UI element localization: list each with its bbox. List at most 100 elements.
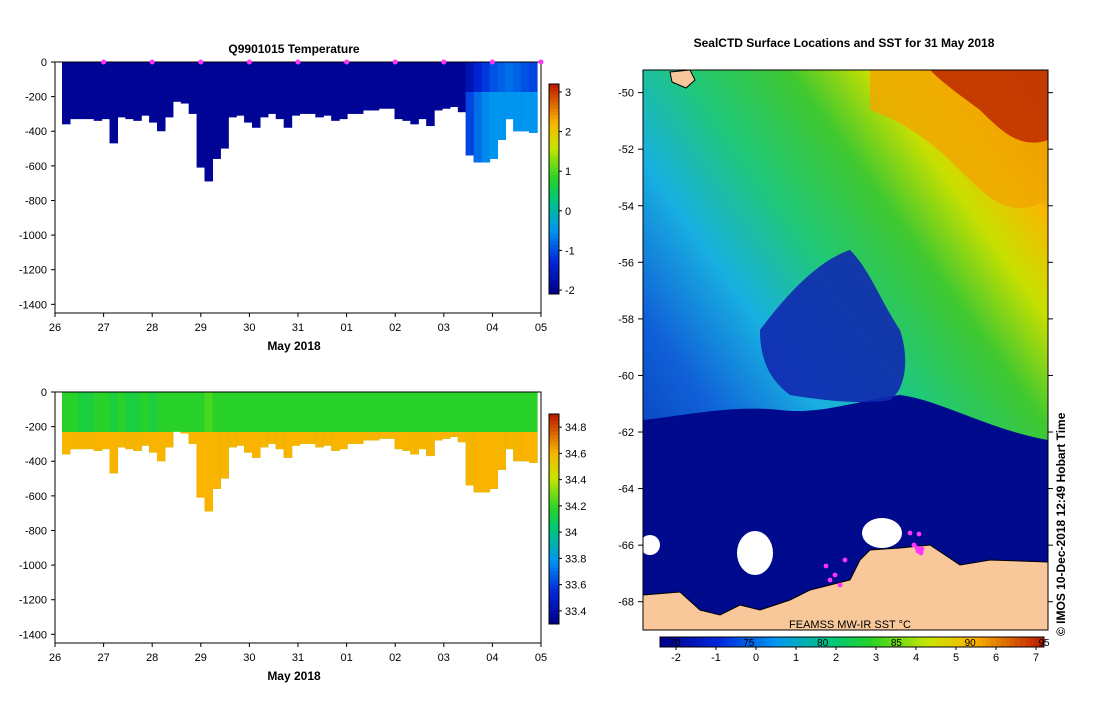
profile-cell [283, 62, 293, 128]
map-colorbar-swatch [660, 637, 666, 647]
profile-cell [442, 392, 451, 439]
colorbar-swatch [549, 290, 559, 295]
map-colorbar-swatch [972, 637, 978, 647]
colorbar-tick-label: 3 [565, 87, 571, 99]
profile-cell [521, 392, 530, 462]
map-y-tick-label: -58 [618, 314, 634, 326]
map-colorbar-swatch [712, 637, 719, 647]
colorbar-swatch [549, 171, 559, 176]
profile-cell [402, 62, 411, 121]
seal-ctd-location [911, 542, 917, 548]
colorbar-swatch [549, 463, 559, 467]
map-colorbar-swatch [780, 637, 786, 647]
profile-cell [149, 62, 158, 123]
profile-cell [497, 392, 506, 470]
colorbar-swatch [549, 557, 559, 562]
colorbar-tick-label: 33.6 [565, 580, 586, 592]
colorbar-swatch [549, 589, 559, 593]
imos-credit: © IMOS 10-Dec-2018 12:49 Hobart Time [1054, 412, 1068, 636]
profile-cell [62, 392, 71, 455]
colorbar-swatch [549, 603, 559, 607]
map-colorbar-swatch [775, 637, 781, 647]
profile-deep-cell [228, 432, 237, 448]
profile-cell [283, 392, 293, 458]
seal-ctd-locations [823, 530, 925, 588]
colorbar-swatch [549, 568, 559, 572]
colorbar-swatch [549, 459, 559, 464]
map-colorbar-swatch [991, 637, 997, 647]
profile-cell [354, 392, 364, 444]
map-colorbar-swatch [919, 637, 925, 647]
profile-cell [180, 392, 190, 434]
colorbar-swatch [549, 456, 559, 460]
colorbar-swatch [549, 108, 559, 113]
seal-ctd-location [918, 550, 924, 556]
profile-cell [267, 392, 277, 444]
map-colorbar-swatch [1010, 637, 1016, 647]
profile-cell [172, 62, 182, 102]
colorbar-swatch [549, 522, 559, 527]
profile-deep-cell [180, 432, 190, 434]
station-marker [295, 59, 301, 65]
profile-deep-cell [101, 432, 111, 450]
colorbar-tick-label: 34.6 [565, 448, 586, 460]
x-tick-label: 31 [292, 652, 304, 664]
profile-cell [347, 392, 356, 444]
colorbar-swatch [549, 533, 559, 537]
y-tick-label: -800 [25, 195, 47, 207]
map-colorbar-swatch [1015, 637, 1021, 647]
colorbar-swatch [549, 414, 559, 418]
x-tick-label: 29 [195, 652, 207, 664]
profile-deep-cell [513, 92, 522, 132]
profile-deep-cell [157, 432, 166, 462]
colorbar-swatch [549, 515, 559, 520]
x-tick-label: 05 [535, 322, 547, 334]
y-tick-label: -1400 [19, 629, 47, 641]
profile-deep-cell [378, 432, 388, 439]
colorbar-swatch [549, 484, 559, 488]
profile-deep-cell [410, 432, 419, 455]
colorbar-swatch [549, 168, 559, 172]
colorbar-swatch [549, 428, 559, 432]
colorbar-swatch [549, 203, 559, 207]
profile-deep-cell [69, 432, 79, 450]
y-tick-label: -1000 [19, 230, 47, 242]
profile-cell [275, 62, 285, 120]
profile-deep-cell [283, 432, 293, 458]
station-marker [198, 59, 204, 65]
map-colorbar-swatch [732, 637, 738, 647]
colorbar-swatch [549, 161, 559, 165]
map-colorbar-secondary-label: 85 [891, 638, 903, 649]
map-colorbar-swatch [684, 637, 690, 647]
profile-cell [291, 392, 301, 446]
map-colorbar-swatch [717, 637, 723, 647]
colorbar-swatch [549, 147, 559, 151]
colorbar-swatch [549, 255, 559, 260]
profile-deep-cell [275, 432, 285, 450]
colorbar-swatch [549, 273, 559, 277]
profile-cell [347, 62, 356, 114]
profile-cell [299, 392, 309, 444]
profile-deep-cell [244, 432, 253, 453]
colorbar-swatch [549, 94, 559, 99]
map-colorbar-swatch [957, 637, 963, 647]
map-colorbar-swatch [933, 637, 939, 647]
profile-cell [244, 392, 253, 453]
profile-cell [267, 62, 277, 114]
colorbar-tick-label: 34.4 [565, 475, 586, 487]
map-colorbar-swatch [760, 637, 767, 647]
map-colorbar-swatch [693, 637, 699, 647]
cold-tongue [760, 250, 906, 403]
profile-cell [93, 392, 103, 451]
profile-deep-cell [109, 432, 119, 474]
profile-cell [426, 392, 435, 457]
colorbar-swatch [549, 199, 559, 204]
map-colorbar-swatch [727, 637, 733, 647]
colorbar-swatch [549, 164, 559, 169]
profile-deep-cell [489, 92, 499, 159]
x-tick-label: 03 [438, 652, 450, 664]
colorbar-swatch [549, 157, 559, 162]
colorbar-swatch [549, 269, 559, 274]
map-colorbar-swatch [909, 637, 915, 647]
